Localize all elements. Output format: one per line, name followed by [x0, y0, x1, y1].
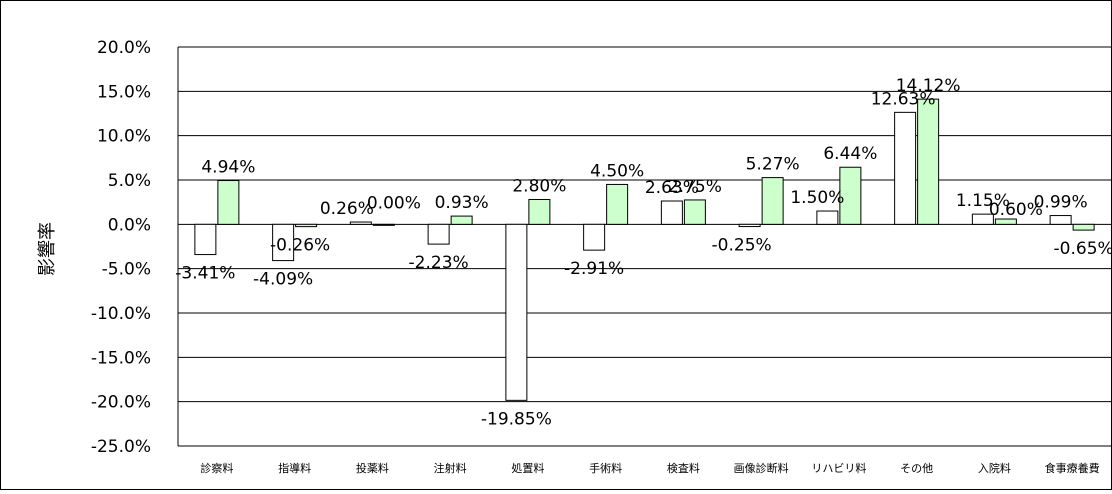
- data-label-series2: -0.26%: [270, 236, 330, 256]
- data-label-series2: 4.94%: [201, 158, 255, 178]
- data-label-series1: -3.41%: [175, 264, 235, 284]
- x-category-label: 食事療養費: [1045, 461, 1100, 475]
- x-category-label: 投薬料: [356, 461, 389, 475]
- data-label-series1: -19.85%: [481, 409, 552, 429]
- x-category-label: 手術料: [589, 461, 622, 475]
- y-tick-label: -20.0%: [91, 393, 151, 413]
- y-tick-label: 10.0%: [97, 127, 151, 147]
- data-label-series1: -2.91%: [564, 259, 624, 279]
- x-category-label: 注射料: [434, 461, 467, 475]
- y-tick-label: -10.0%: [91, 304, 151, 324]
- x-category-label: 指導料: [278, 461, 311, 475]
- data-labels: -3.41% 4.94% -4.09% -0.26% 0.26%0.00% -2.23% 0…: [175, 76, 1111, 429]
- bar-series1: [739, 224, 760, 226]
- bar-series1: [1050, 216, 1071, 225]
- data-label-series2: 2.75%: [668, 177, 722, 197]
- y-tick-label: -15.0%: [91, 348, 151, 368]
- x-category-label: 処置料: [511, 461, 544, 475]
- data-label-series2: 0.93%: [435, 193, 489, 213]
- data-label-series1: 1.50%: [790, 188, 844, 208]
- bar-series1: [428, 224, 449, 244]
- data-label-series1: 0.26%: [320, 199, 374, 219]
- bar-series2: [373, 224, 394, 225]
- data-label-series2: 6.44%: [823, 144, 877, 164]
- bar-series1: [661, 201, 682, 224]
- bar-series2: [918, 99, 939, 224]
- y-tick-label: 20.0%: [97, 38, 151, 58]
- bar-series1: [506, 224, 527, 400]
- bar-series1: [584, 224, 605, 250]
- bar-series1: [817, 211, 838, 224]
- bar-series1: [350, 222, 371, 224]
- x-category-label: 診察料: [200, 461, 233, 475]
- y-tick-label: -25.0%: [91, 437, 151, 457]
- bar-series2: [607, 184, 628, 224]
- bar-series2: [218, 181, 239, 225]
- data-label-series1: -4.09%: [253, 270, 313, 290]
- data-label-series2: 4.50%: [590, 161, 644, 181]
- y-tick-labels: 20.0% 15.0% 10.0% 5.0% 0.0% -5.0% -10.0% -15.0%…: [91, 38, 151, 457]
- data-label-series2: 0.00%: [367, 193, 421, 213]
- data-label-series2: 2.80%: [512, 177, 566, 197]
- bar-series2: [762, 178, 783, 225]
- bar-series2: [684, 200, 705, 224]
- data-label-series1: -2.23%: [409, 253, 469, 273]
- bar-series2: [451, 216, 472, 224]
- bar-series2: [296, 224, 317, 226]
- y-tick-label: 5.0%: [108, 171, 151, 191]
- x-category-label: 検査料: [667, 461, 700, 475]
- data-label-series2: 5.27%: [746, 155, 800, 175]
- y-tick-label: 0.0%: [108, 215, 151, 235]
- bar-series1: [195, 224, 216, 254]
- x-category-label: その他: [900, 462, 933, 475]
- x-category-labels: 診察料 指導料 投薬料 注射料 処置料 手術料 検査料 画像診断料 リハビリ料 その他 入院料 食事療…: [200, 461, 1099, 475]
- bar-series2: [1073, 224, 1094, 230]
- x-category-label: 入院料: [978, 461, 1011, 475]
- y-tick-label: -5.0%: [102, 260, 151, 280]
- x-category-label: リハビリ料: [811, 461, 866, 475]
- data-label-series1: -0.25%: [712, 236, 772, 256]
- bar-series1: [895, 112, 916, 224]
- data-label-series1: 0.99%: [1034, 193, 1088, 213]
- x-category-label: 画像診断料: [734, 461, 789, 475]
- y-tick-label: 15.0%: [97, 82, 151, 102]
- bar-series2: [529, 200, 550, 225]
- data-label-series2: 14.12%: [896, 76, 961, 96]
- y-axis-title: 影響率: [37, 222, 58, 276]
- data-label-series2: -0.65%: [1054, 239, 1111, 259]
